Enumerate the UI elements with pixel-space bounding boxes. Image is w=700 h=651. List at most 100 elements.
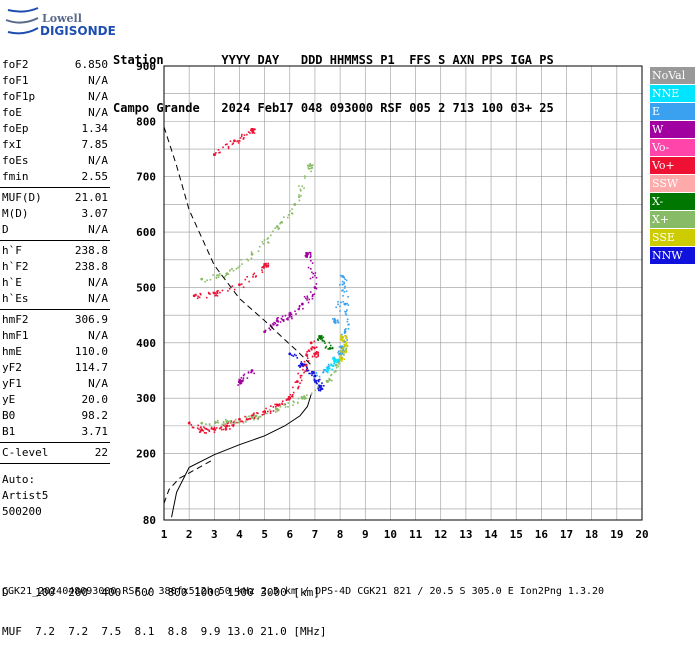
- echo-dot-x: [238, 420, 241, 422]
- echo-dot-sse: [343, 343, 345, 346]
- echo-dot-x: [306, 164, 309, 167]
- param-value: 1.34: [81, 122, 109, 135]
- echo-dot-sse: [344, 334, 347, 337]
- echo-dot-vo: [224, 143, 227, 146]
- echo-dot-vo: [306, 351, 308, 353]
- legend-nnw: NNW: [650, 247, 695, 264]
- echo-dot-vo: [216, 295, 219, 297]
- echo-dot-sse: [341, 358, 343, 361]
- echo-dot-vo: [257, 412, 259, 415]
- echo-dot-nne: [331, 368, 333, 371]
- echo-dot-x: [328, 377, 330, 380]
- echo-dot-sse: [345, 350, 347, 353]
- echo-dot-vo: [261, 266, 263, 269]
- echo-dot-nne: [336, 361, 338, 363]
- echo-dot-vo: [261, 269, 263, 271]
- echo-dot-x: [221, 423, 224, 426]
- echo-dot-vo: [203, 426, 205, 428]
- echo-dot-vo: [267, 265, 269, 268]
- echo-dot-nnw: [306, 366, 308, 369]
- echo-dot-w: [291, 317, 293, 320]
- echo-dot-vo: [265, 266, 268, 268]
- echo-dot-e: [346, 318, 349, 321]
- echo-dot-w: [303, 295, 306, 298]
- echo-dot-w: [287, 318, 289, 321]
- echo-dot-e: [327, 365, 330, 368]
- echo-dot-vo: [222, 428, 225, 431]
- echo-dot-nne: [336, 359, 339, 362]
- header-labels: Station YYYY DAY DDD HHMMSS P1 FFS S AXN…: [113, 53, 554, 67]
- echo-dot-vo: [207, 291, 210, 294]
- echo-dot-nnw: [317, 380, 320, 383]
- echo-dot-x: [279, 222, 281, 225]
- param-key: fxI: [2, 138, 22, 151]
- echo-dot-vo: [269, 410, 272, 413]
- param-value: N/A: [88, 276, 108, 289]
- echo-dot-vo: [215, 427, 218, 429]
- echo-dot-x: [303, 187, 305, 189]
- echo-dot-x: [219, 272, 221, 275]
- echo-dot-nnw: [322, 385, 325, 387]
- echo-dot-w: [307, 266, 310, 269]
- echo-dot-nnw: [300, 361, 303, 363]
- echo-dot-vo: [310, 347, 313, 350]
- echo-point-x: [250, 252, 254, 256]
- echo-dot-sse: [340, 357, 342, 360]
- echo-dot-w: [312, 272, 315, 275]
- auto-line: Artist5: [2, 489, 49, 502]
- echo-dot-w: [315, 283, 318, 285]
- echo-dot-e: [316, 374, 318, 377]
- header-values: Campo Grande 2024 Feb17 048 093000 RSF 0…: [113, 101, 554, 115]
- echo-dot-vo: [292, 386, 294, 389]
- echo-dot-x: [300, 189, 302, 192]
- param-row-foe: foE N/A: [2, 106, 108, 122]
- echo-dot-vo: [267, 264, 269, 267]
- param-value: N/A: [88, 90, 108, 103]
- echo-dot-x: [306, 394, 308, 396]
- echo-dot-w: [280, 317, 283, 320]
- echo-dot-vo: [254, 276, 257, 278]
- echo-dot-e: [345, 310, 347, 313]
- echo-dot-e: [338, 353, 340, 356]
- param-key: C-level: [2, 446, 49, 459]
- echo-dot-vo: [210, 427, 213, 430]
- echo-dot-x: [338, 362, 340, 365]
- echo-dot-w: [309, 251, 312, 254]
- echo-dot-vo: [232, 425, 235, 428]
- echo-dot-vo: [252, 276, 254, 278]
- echo-dot-vo: [246, 276, 248, 278]
- echo-dot-w: [315, 276, 318, 279]
- echo-dot-w: [250, 371, 253, 374]
- echo-dot-x: [291, 208, 293, 210]
- param-key: yE: [2, 393, 16, 406]
- echo-dot-w: [276, 317, 278, 320]
- echo-dot-x: [325, 379, 328, 382]
- echo-dot-w: [289, 312, 292, 314]
- echo-point-x: [275, 407, 279, 411]
- echo-dot-vo: [205, 432, 207, 434]
- polarization-legend: NoVal NNE E W Vo- Vo+ SSW X- X+ SSE NNW: [650, 67, 697, 265]
- param-key: hmF1: [2, 329, 29, 342]
- echo-dot-w: [305, 252, 308, 254]
- echo-point-vo: [225, 424, 229, 428]
- echo-dot-vo: [270, 405, 272, 407]
- echo-dot-x: [318, 337, 321, 340]
- echo-dot-x: [256, 417, 259, 420]
- echo-dot-vo: [240, 135, 243, 138]
- echo-dot-x: [328, 379, 331, 382]
- echo-dot-x: [331, 347, 334, 350]
- echo-dot-x: [312, 164, 314, 166]
- echo-dot-e: [342, 300, 344, 303]
- echo-dot-vo: [221, 289, 224, 292]
- echo-dot-nne: [329, 364, 331, 367]
- echo-dot-w: [279, 321, 282, 323]
- echo-dot-nnw: [320, 386, 322, 389]
- echo-dot-e: [333, 319, 335, 321]
- echo-dot-x: [280, 221, 283, 224]
- echo-dot-x: [250, 251, 253, 253]
- x-tick-label: 11: [409, 528, 423, 541]
- lowell-digisonde-logo: Lowell DIGISONDE: [2, 6, 116, 40]
- echo-dot-e: [323, 369, 325, 371]
- file-info: CGK21_2024048093000.RSF / 380fx512h 50 k…: [2, 586, 605, 597]
- echo-point-x: [200, 277, 204, 281]
